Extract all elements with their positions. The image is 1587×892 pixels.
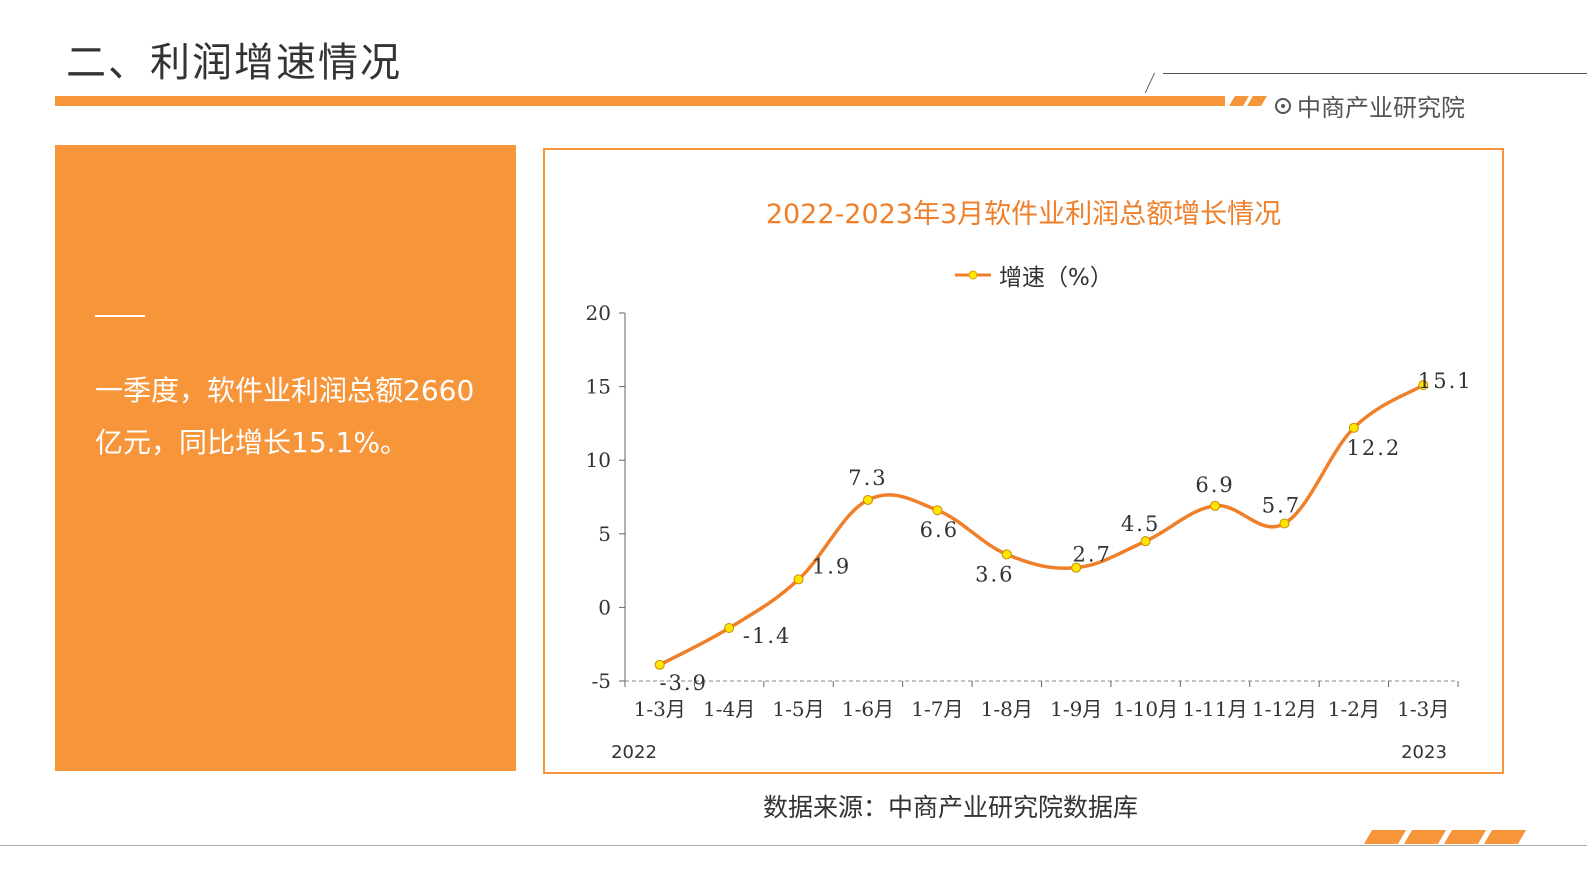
- data-source: 数据来源：中商产业研究院数据库: [763, 793, 1139, 822]
- data-point: [1279, 518, 1290, 529]
- data-label: 15.1: [1418, 369, 1473, 393]
- data-point: [1418, 380, 1429, 391]
- summary-panel: [55, 145, 516, 771]
- x-tick-label: 1-2月: [1328, 697, 1380, 721]
- chart-frame: [543, 148, 1504, 774]
- x-tick-label: 1-6月: [842, 697, 894, 721]
- year-label: 2023: [1401, 742, 1447, 763]
- data-label: 6.9: [1195, 473, 1234, 497]
- x-tick-label: 1-7月: [911, 697, 963, 721]
- data-label: -1.4: [743, 624, 792, 648]
- chart-title: 2022-2023年3月软件业利润总额增长情况: [765, 199, 1282, 230]
- data-point: [1140, 536, 1151, 547]
- y-tick-label: 0: [598, 595, 611, 619]
- title-bar: [55, 96, 1225, 106]
- data-label: 3.6: [975, 562, 1014, 586]
- y-tick-label: -5: [592, 669, 611, 693]
- data-label: 5.7: [1262, 493, 1301, 517]
- data-label: 2.7: [1073, 543, 1112, 567]
- y-tick-label: 5: [598, 522, 611, 546]
- year-label: 2022: [611, 742, 657, 763]
- x-tick-label: 1-8月: [981, 697, 1033, 721]
- panel-divider: [95, 315, 145, 317]
- y-tick-label: 10: [586, 448, 611, 472]
- y-tick-label: 20: [586, 301, 611, 325]
- data-point: [1071, 562, 1082, 573]
- x-tick-label: 1-9月: [1050, 697, 1102, 721]
- x-tick-label: 1-3月: [634, 697, 686, 721]
- x-tick-label: 1-3月: [1397, 697, 1449, 721]
- target-icon: [1275, 97, 1291, 114]
- x-tick-label: 1-12月: [1252, 697, 1317, 721]
- data-point: [862, 494, 873, 505]
- footer-rule: [0, 845, 1587, 846]
- x-tick-label: 1-4月: [703, 697, 755, 721]
- data-label: 7.3: [848, 466, 887, 490]
- data-label: 12.2: [1346, 436, 1401, 460]
- data-point: [1001, 549, 1012, 560]
- data-label: 4.5: [1121, 512, 1160, 536]
- data-point: [1210, 500, 1221, 511]
- brand-logo: 中商产业研究院: [1275, 88, 1465, 123]
- summary-text: 一季度，软件业利润总额2660亿元，同比增长15.1%。: [95, 374, 475, 459]
- page-title: 二、利润增速情况: [66, 40, 402, 86]
- header-rule: [1163, 73, 1587, 74]
- brand-name: 中商产业研究院: [1297, 94, 1465, 122]
- y-tick-label: 15: [586, 375, 611, 399]
- x-tick-label: 1-10月: [1113, 697, 1178, 721]
- data-label: 1.9: [812, 554, 851, 578]
- series-line: [658, 383, 1425, 667]
- x-tick-label: 1-5月: [772, 697, 824, 721]
- data-label: 6.6: [920, 518, 959, 542]
- data-point: [793, 574, 804, 585]
- legend-label: 增速（%）: [999, 265, 1113, 291]
- data-label: -3.9: [659, 671, 708, 695]
- data-point: [1348, 422, 1359, 433]
- x-tick-label: 1-11月: [1183, 697, 1248, 721]
- legend-line-icon: [955, 270, 991, 280]
- chart-legend: 增速（%）: [955, 258, 1113, 292]
- data-point: [654, 659, 665, 670]
- data-point: [724, 623, 735, 634]
- data-point: [932, 505, 943, 516]
